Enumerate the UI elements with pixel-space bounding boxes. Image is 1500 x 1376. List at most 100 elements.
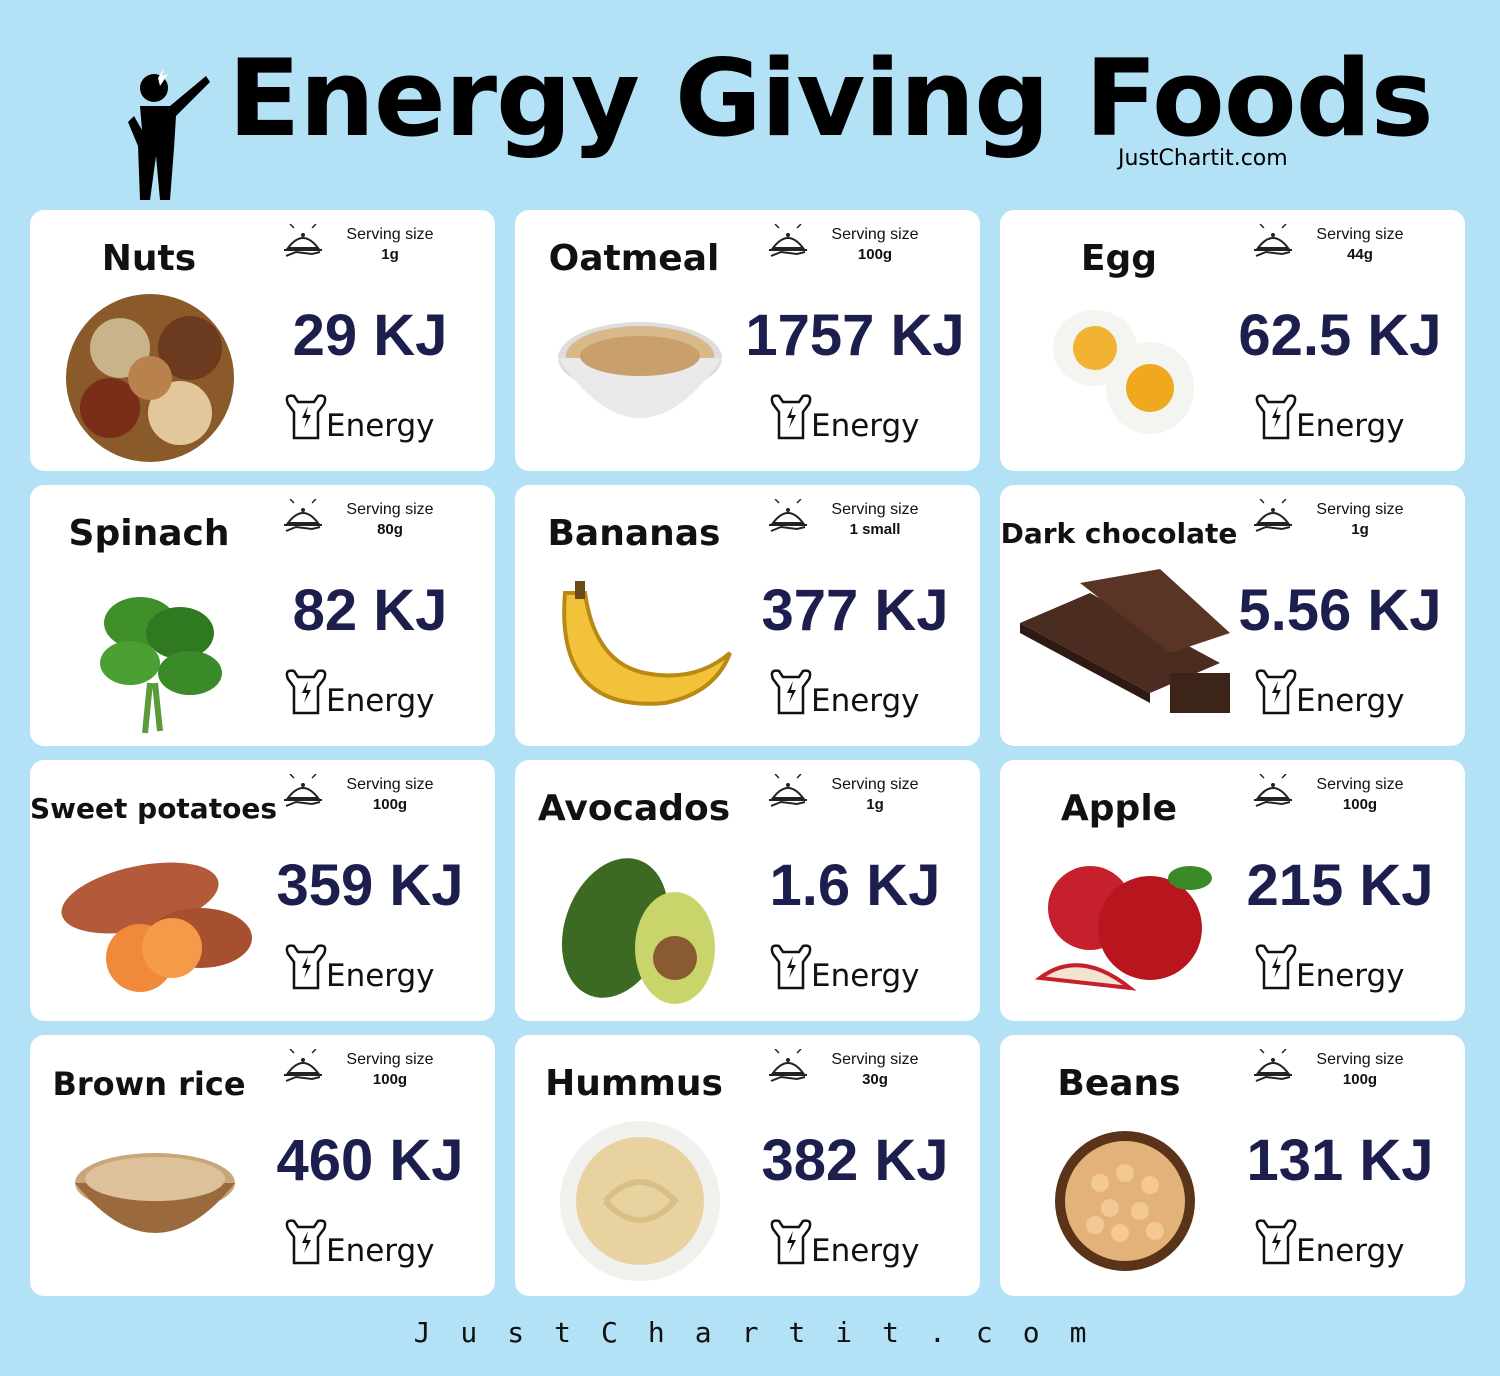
serving-size-value: 100g: [1342, 1071, 1378, 1088]
food-card: Avocados Serving size 1g 1.6 KJ Energy: [515, 760, 980, 1021]
serving-size-label: Serving size: [346, 226, 434, 243]
serving-size-label: Serving size: [346, 1051, 434, 1068]
food-card: Apple Serving size 100g 215 KJ Energy: [1000, 760, 1465, 1021]
serving-tray-icon: [767, 1048, 809, 1087]
food-card: Spinach Serving size 80g 82 KJ Energy: [30, 485, 495, 746]
food-image: [1020, 1113, 1230, 1289]
serving-tray-icon: [1252, 773, 1294, 812]
site-url: JustChartit.com: [1118, 146, 1288, 171]
food-name: Hummus: [545, 1063, 723, 1104]
food-card: Hummus Serving size 30g 382 KJ Energy: [515, 1035, 980, 1296]
food-name: Avocados: [537, 788, 731, 829]
serving-size: Serving size 1g: [282, 222, 462, 272]
strong-person-icon: [765, 940, 817, 992]
energy-value: 215 KJ: [1246, 853, 1434, 918]
strong-person-icon: [765, 1215, 817, 1267]
header: Energy Giving Foods JustChartit.com: [0, 0, 1500, 205]
serving-size-value: 1g: [866, 796, 884, 813]
strong-person-icon: [765, 390, 817, 442]
energy-tag: Energy: [1250, 1215, 1450, 1275]
serving-size: Serving size 1g: [1252, 497, 1432, 547]
energy-tag: Energy: [1250, 940, 1450, 1000]
serving-size-value: 100g: [372, 1071, 408, 1088]
serving-size-value: 100g: [372, 796, 408, 813]
serving-tray-icon: [767, 498, 809, 537]
energy-label: Energy: [326, 408, 435, 444]
food-card: Dark chocolate Serving size 1g 5.56 KJ Energ…: [1000, 485, 1465, 746]
energetic-person-icon: [128, 68, 210, 200]
energy-label: Energy: [1296, 1233, 1405, 1269]
strong-person-icon: [765, 665, 817, 717]
serving-size-label: Serving size: [831, 1051, 919, 1068]
food-name: Bananas: [547, 513, 721, 554]
serving-size: Serving size 30g: [767, 1047, 947, 1097]
serving-size-label: Serving size: [831, 501, 919, 518]
serving-size: Serving size 1g: [767, 772, 947, 822]
food-grid: Nuts Serving size 1g 29 KJ Energy Oatmeal Serv…: [30, 210, 1465, 1296]
food-name: Apple: [1060, 788, 1178, 829]
strong-person-icon: [1250, 940, 1302, 992]
energy-tag: Energy: [1250, 390, 1450, 450]
food-card: Beans Serving size 100g 131 KJ Energy: [1000, 1035, 1465, 1296]
food-image: [1020, 838, 1230, 1014]
strong-person-icon: [280, 1215, 332, 1267]
strong-person-icon: [1250, 390, 1302, 442]
serving-size: Serving size 100g: [282, 772, 462, 822]
energy-tag: Energy: [280, 1215, 480, 1275]
serving-size: Serving size 100g: [1252, 1047, 1432, 1097]
energy-tag: Energy: [1250, 665, 1450, 725]
energy-label: Energy: [1296, 408, 1405, 444]
serving-size-value: 1g: [381, 246, 399, 263]
serving-size: Serving size 100g: [1252, 772, 1432, 822]
footer-url: JustChartit.com: [413, 1316, 1117, 1349]
energy-tag: Energy: [280, 390, 480, 450]
food-name: Spinach: [68, 513, 230, 554]
energy-value: 29 KJ: [292, 303, 448, 368]
serving-size-value: 1 small: [849, 521, 901, 538]
food-image: [50, 288, 260, 464]
energy-label: Energy: [1296, 958, 1405, 994]
energy-tag: Energy: [765, 1215, 965, 1275]
strong-person-icon: [1250, 1215, 1302, 1267]
food-name: Dark chocolate: [1000, 517, 1238, 550]
food-image: [535, 288, 745, 464]
energy-label: Energy: [1296, 683, 1405, 719]
food-card: Bananas Serving size 1 small 377 KJ Energy: [515, 485, 980, 746]
serving-size-label: Serving size: [831, 776, 919, 793]
energy-tag: Energy: [280, 665, 480, 725]
food-image: [535, 838, 745, 1014]
strong-person-icon: [280, 390, 332, 442]
serving-size: Serving size 1 small: [767, 497, 947, 547]
strong-person-icon: [1250, 665, 1302, 717]
food-image: [50, 563, 260, 739]
serving-size-label: Serving size: [346, 776, 434, 793]
food-card: Nuts Serving size 1g 29 KJ Energy: [30, 210, 495, 471]
food-card: Brown rice Serving size 100g 460 KJ Energy: [30, 1035, 495, 1296]
food-image: [535, 1113, 745, 1289]
energy-value: 1757 KJ: [745, 303, 965, 368]
food-name: Nuts: [101, 238, 197, 279]
energy-tag: Energy: [765, 390, 965, 450]
serving-size-value: 44g: [1347, 246, 1373, 263]
energy-value: 5.56 KJ: [1238, 578, 1442, 643]
energy-label: Energy: [811, 683, 920, 719]
serving-size-label: Serving size: [831, 226, 919, 243]
serving-tray-icon: [1252, 1048, 1294, 1087]
food-card: Egg Serving size 44g 62.5 KJ Energy: [1000, 210, 1465, 471]
food-image: [50, 838, 260, 1014]
energy-tag: Energy: [765, 665, 965, 725]
serving-tray-icon: [282, 1048, 324, 1087]
serving-size-value: 100g: [1342, 796, 1378, 813]
serving-size-value: 30g: [862, 1071, 888, 1088]
serving-size: Serving size 44g: [1252, 222, 1432, 272]
serving-size-label: Serving size: [1316, 776, 1404, 793]
energy-value: 460 KJ: [276, 1128, 464, 1193]
serving-size-value: 80g: [377, 521, 403, 538]
serving-size: Serving size 80g: [282, 497, 462, 547]
strong-person-icon: [280, 940, 332, 992]
food-name: Sweet potatoes: [30, 792, 277, 825]
food-name: Egg: [1080, 238, 1158, 279]
energy-label: Energy: [811, 408, 920, 444]
energy-value: 62.5 KJ: [1238, 303, 1442, 368]
serving-size-label: Serving size: [346, 501, 434, 518]
